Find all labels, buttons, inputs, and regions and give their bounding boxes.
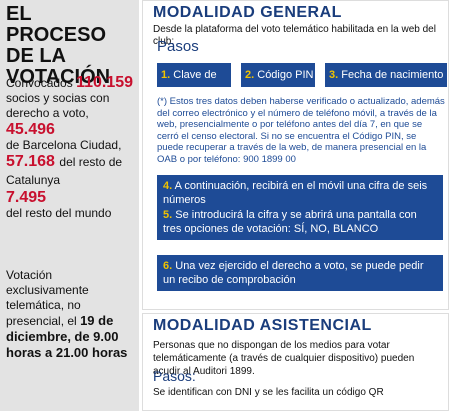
asistencial-title: MODALIDAD ASISTENCIAL (153, 317, 372, 334)
verification-note: (*) Estos tres datos deben haberse verif… (157, 96, 445, 165)
cat-desc: del resto de Catalunya (6, 155, 123, 187)
asistencial-section: MODALIDAD ASISTENCIAL Personas que no di… (142, 313, 449, 411)
convocados-desc: socios y socias con derecho a voto, (6, 91, 110, 120)
cat-value: 57.168 (6, 153, 55, 170)
initial-steps: 1. Clave de socio 2. Código PIN 3. Fecha… (157, 63, 447, 105)
page-title: EL PROCESO DE LA VOTACIÓN (6, 3, 111, 88)
step-6: 6. Una vez ejercido el derecho a voto, s… (157, 255, 443, 291)
step-5: 5. Se introducirá la cifra y se abrirá u… (157, 204, 443, 240)
world-desc: del resto del mundo (6, 206, 112, 220)
step-text: Se introducirá la cifra y se abrirá una … (163, 209, 417, 235)
vote-text: Votación exclusivamente telemática, no p… (6, 268, 89, 328)
vote-date: 19 de diciembre, (6, 313, 114, 344)
step-label: Código PIN (257, 69, 314, 81)
vote-text-el: el (67, 314, 77, 328)
step-text: Una vez ejercido el derecho a voto, se p… (163, 260, 424, 286)
step-number: 5. (163, 209, 173, 221)
general-section: MODALIDAD GENERAL Desde la plataforma de… (142, 0, 449, 310)
step-label: Fecha de nacimiento (*) (329, 69, 444, 105)
step-number: 3. (329, 69, 339, 81)
convocados-label: Convocados (6, 76, 73, 90)
general-subtitle: Desde la plataforma del voto telemático … (153, 24, 436, 47)
step-number: 6. (163, 260, 173, 272)
bcn-desc: de Barcelona Ciudad, (6, 138, 122, 152)
world-value: 7.495 (6, 189, 47, 206)
step-number: 2. (245, 69, 255, 81)
left-panel: EL PROCESO DE LA VOTACIÓN Convocados 110… (0, 0, 139, 411)
step-codigo-pin: 2. Código PIN (241, 63, 315, 87)
step-clave-socio: 1. Clave de socio (157, 63, 231, 105)
step-fecha-nacimiento: 3. Fecha de nacimiento (*) (325, 63, 447, 105)
stats-block: Convocados 110.159 socios y socias con d… (6, 74, 138, 221)
vote-hours: de 9.00 horas a 21.00 horas (6, 329, 128, 360)
convocados-line: Convocados 110.159 (6, 74, 138, 91)
convocados-value: 110.159 (76, 74, 134, 91)
step-number: 1. (161, 69, 171, 81)
asistencial-desc: Personas que no dispongan de los medios … (153, 340, 415, 377)
general-pasos: Pasos (157, 38, 199, 55)
step-text: A continuación, recibirá en el móvil una… (163, 180, 428, 206)
general-title: MODALIDAD GENERAL (153, 4, 342, 21)
right-panel: MODALIDAD GENERAL Desde la plataforma de… (142, 0, 449, 411)
vote-info: Votación exclusivamente telemática, no p… (6, 268, 138, 361)
step-number: 4. (163, 180, 173, 192)
asistencial-pasos: Pasos: (153, 368, 196, 384)
step-label: Clave de socio (161, 69, 217, 105)
asistencial-step: Se identifican con DNI y se les facilita… (153, 387, 384, 398)
bcn-value: 45.496 (6, 121, 55, 138)
